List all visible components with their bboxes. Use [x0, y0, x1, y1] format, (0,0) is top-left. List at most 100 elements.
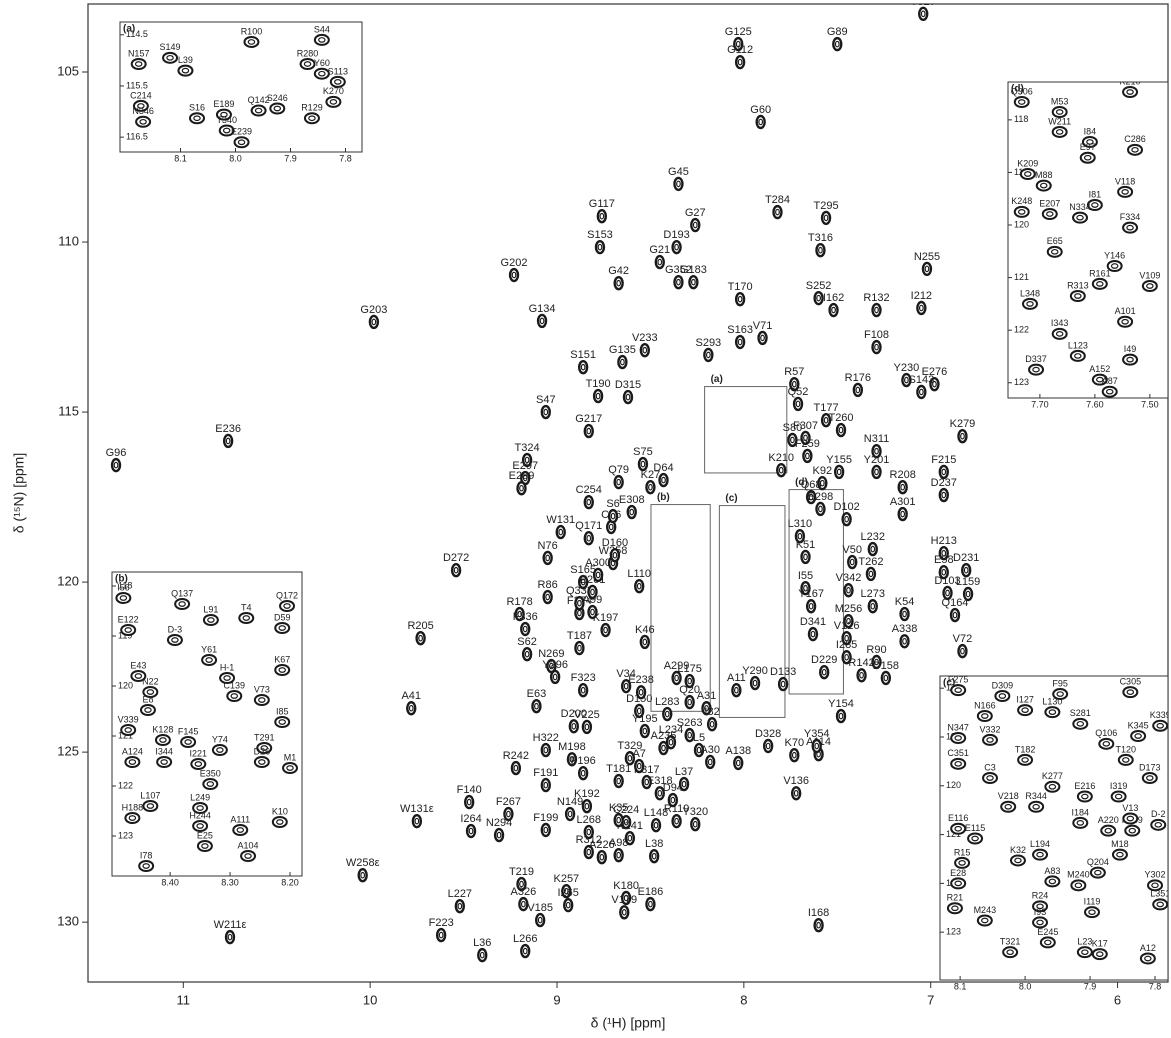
peak-core: [823, 214, 829, 222]
peak-label: A138: [725, 745, 751, 757]
peak-core: [308, 115, 316, 122]
peak-label: S246: [267, 93, 288, 103]
peak: [1091, 373, 1108, 386]
y-tick-label: 130: [57, 914, 79, 929]
peak-label: L351: [1150, 889, 1170, 899]
peak-core: [874, 343, 879, 351]
peak: [313, 33, 330, 46]
peak-label: S6: [606, 498, 619, 510]
peak-core: [668, 738, 674, 746]
peak-core: [704, 704, 709, 712]
peak-core: [859, 671, 864, 679]
peak: [871, 464, 882, 480]
peak-core: [1081, 793, 1089, 800]
peak-label: W258ε: [346, 857, 380, 869]
peak: [815, 501, 826, 517]
peak: [256, 742, 273, 754]
x-tick-label: 8.40: [161, 877, 179, 887]
peak-label: E276: [922, 366, 948, 378]
peak-label: D26: [254, 746, 271, 756]
peak: [962, 586, 974, 602]
peak-label: Q333: [566, 585, 593, 597]
peak-label: S75: [633, 446, 653, 458]
peak-core: [1074, 353, 1082, 359]
peak: [1051, 105, 1068, 118]
peak-core: [603, 626, 608, 634]
peak-core: [924, 265, 930, 273]
peak-core: [709, 720, 715, 728]
peak: [1035, 179, 1052, 192]
peak-label: E297: [512, 460, 538, 472]
peak-core: [625, 393, 631, 401]
peak-label: A87: [1102, 376, 1118, 386]
peak-core: [1083, 154, 1092, 161]
peak-label: E28: [950, 868, 966, 878]
peak-label: S62: [517, 636, 537, 648]
peak-label: R21: [947, 893, 964, 903]
peak: [192, 820, 209, 832]
peak-label: L91: [203, 604, 218, 614]
peak-core: [1036, 903, 1044, 910]
peak-label: E186: [638, 886, 664, 898]
peak: [690, 217, 701, 233]
peak-label: L130: [1042, 696, 1062, 706]
peak: [613, 812, 624, 828]
peak: [542, 550, 553, 566]
peak-label: L266: [513, 933, 537, 945]
peak: [619, 905, 630, 920]
peak-core: [941, 549, 947, 557]
peak: [477, 947, 488, 963]
peak: [1072, 717, 1089, 730]
peak: [684, 694, 695, 710]
peak-core: [171, 637, 179, 643]
peak-core: [1126, 89, 1134, 95]
peak: [662, 706, 673, 722]
peak-core: [537, 916, 543, 924]
y-tick-label: 116.5: [126, 132, 148, 142]
peak: [561, 884, 572, 899]
y-tick-label: 115: [58, 404, 79, 419]
peak-label: Y74: [212, 734, 228, 744]
peak: [950, 822, 967, 835]
peak: [1122, 85, 1139, 98]
peak: [274, 622, 291, 634]
peak: [1069, 289, 1086, 302]
y-tick-label: 120: [118, 680, 133, 690]
peak: [899, 606, 910, 622]
peak-core: [960, 647, 965, 655]
peak: [852, 382, 864, 398]
peak-label: I343: [1051, 318, 1069, 328]
peak-core: [846, 586, 851, 594]
peak-label: A31: [697, 690, 717, 702]
peak-label: L110: [627, 568, 651, 580]
peak-label: Q52: [788, 386, 809, 398]
peak: [1000, 800, 1017, 813]
peak-core: [334, 79, 342, 85]
peak: [807, 626, 819, 642]
peak: [673, 274, 684, 290]
peak-core: [981, 713, 989, 719]
peak-label: V34: [616, 668, 636, 680]
peak-label: L39: [178, 55, 193, 65]
peak-core: [1110, 263, 1119, 269]
peak-core: [1006, 949, 1014, 956]
peak-core: [1126, 224, 1134, 231]
peak-label: V332: [980, 724, 1001, 734]
peak: [503, 806, 514, 822]
peak: [762, 738, 774, 754]
peak-label: A12: [1140, 943, 1156, 953]
peak-label: I84: [1084, 126, 1097, 136]
inset-region: [718, 505, 786, 718]
peak-core: [569, 755, 575, 763]
peak: [843, 583, 854, 598]
peak-label: G42: [608, 265, 629, 277]
peak: [1101, 385, 1118, 398]
peak-label: Q306: [1011, 86, 1033, 96]
peak-core: [803, 584, 808, 592]
peak-core: [629, 508, 635, 516]
peak-core: [954, 760, 962, 767]
peak: [813, 290, 824, 306]
peak: [942, 585, 953, 601]
peak-label: R176: [845, 372, 871, 384]
peak-core: [844, 653, 850, 661]
